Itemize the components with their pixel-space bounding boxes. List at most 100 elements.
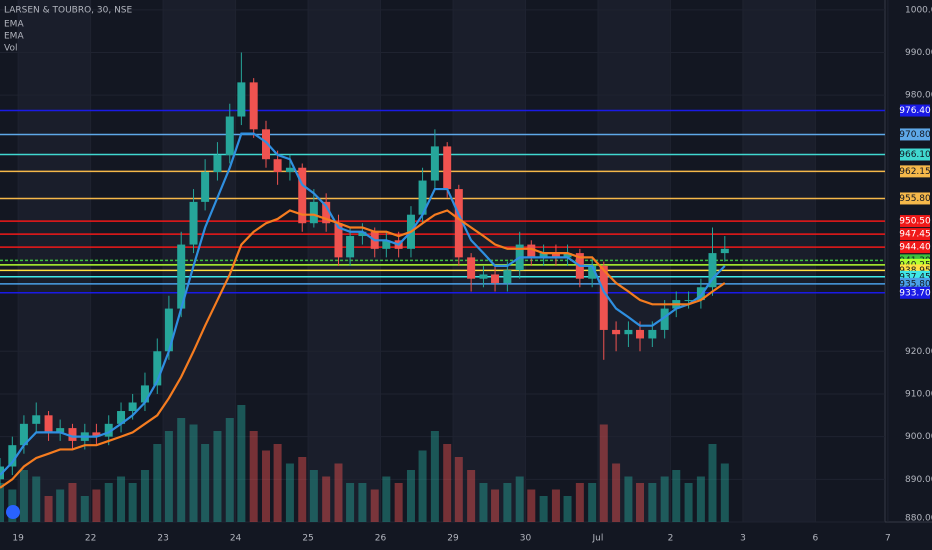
volume-bar: [225, 418, 234, 522]
x-tick-label: 29: [447, 534, 459, 544]
volume-bar: [285, 463, 294, 522]
volume-bar: [454, 457, 463, 522]
volume-bar: [249, 431, 258, 522]
volume-bar: [32, 476, 41, 522]
candle-body: [334, 223, 343, 258]
y-tick-label: 910.00: [905, 389, 932, 399]
volume-bar: [92, 489, 101, 522]
volume-bar: [128, 483, 137, 522]
volume-bar: [19, 470, 28, 522]
x-tick-label: 24: [230, 534, 242, 544]
candle-body: [273, 159, 282, 173]
volume-bar: [177, 418, 186, 522]
candle-body: [309, 201, 318, 224]
volume-bar: [68, 483, 77, 522]
candle-body: [708, 253, 717, 288]
ema-line: [0, 209, 726, 489]
volume-bar: [237, 405, 246, 522]
volume-bar: [648, 483, 657, 522]
session-band: [163, 0, 236, 522]
level-label-box: [900, 241, 930, 254]
level-label-box: [900, 128, 930, 141]
volume-bar: [56, 489, 65, 522]
volume-bar: [140, 470, 149, 522]
volume-bar: [273, 444, 282, 522]
volume-bar: [660, 476, 669, 522]
volume-bar: [624, 476, 633, 522]
y-tick-label: 1000.00: [905, 5, 932, 15]
level-label: 933.70: [899, 288, 931, 298]
x-tick-label: 6: [813, 534, 819, 544]
candle-body: [539, 253, 548, 258]
level-label: 944.40: [899, 243, 931, 253]
candle-body: [249, 82, 258, 130]
session-band: [597, 0, 671, 522]
candle-body: [225, 116, 234, 155]
volume-bar: [491, 489, 500, 522]
candle-body: [696, 287, 705, 301]
candle-body: [262, 129, 271, 160]
y-tick-label: 920.00: [905, 347, 932, 357]
ema-line: [0, 132, 726, 476]
x-tick-label: 2: [668, 534, 674, 544]
level-label: 966.10: [899, 150, 931, 160]
candle-body: [430, 146, 439, 181]
candle-body: [624, 329, 633, 335]
candle-body: [636, 329, 645, 339]
level-label-box: [900, 215, 930, 228]
candle-body: [322, 201, 331, 224]
volume-bar: [201, 444, 210, 522]
x-tick-label: 19: [12, 534, 24, 544]
volume-bar: [189, 424, 198, 522]
level-label: 935.80: [899, 279, 931, 289]
candle-body: [92, 432, 101, 437]
volume-bar: [575, 483, 584, 522]
volume-bar: [406, 470, 415, 522]
candle-body: [418, 180, 427, 215]
candle-body: [479, 274, 488, 279]
volume-bar: [262, 450, 271, 522]
candle-body: [237, 82, 246, 117]
session-band: [308, 0, 381, 522]
level-label: 947.45: [899, 230, 931, 240]
volume-bar: [636, 483, 645, 522]
candle-body: [128, 402, 137, 412]
volume-bar: [720, 463, 729, 522]
candle-body: [56, 428, 65, 433]
volume-bar: [708, 444, 717, 522]
y-tick-label: 900.00: [905, 432, 932, 442]
candle-body: [19, 423, 28, 446]
volume-bar: [346, 483, 355, 522]
candle-body: [189, 201, 198, 245]
volume-bar: [467, 470, 476, 522]
x-tick-label: Jul: [592, 534, 604, 544]
candle-body: [346, 236, 355, 258]
candle-body: [177, 244, 186, 309]
candle-body: [8, 445, 17, 467]
level-label: 937.45: [899, 272, 931, 282]
candle-body: [117, 411, 126, 424]
candle-body: [612, 329, 621, 335]
candle-body: [153, 351, 162, 386]
indicator-label: Vol: [4, 44, 17, 54]
level-label-box: [900, 228, 930, 241]
candle-body: [467, 257, 476, 279]
volume-bar: [515, 476, 524, 522]
candle-body: [32, 415, 41, 424]
indicator-label: EMA: [4, 32, 24, 42]
chart-title: LARSEN & TOUBRO, 30, NSE: [4, 6, 133, 16]
level-label-box: [900, 192, 930, 205]
candle-body: [44, 415, 53, 433]
volume-bar: [298, 457, 307, 522]
volume-bar: [479, 483, 488, 522]
volume-bar: [418, 450, 427, 522]
candle-body: [527, 244, 536, 258]
volume-bar: [443, 444, 452, 522]
level-label: 962.15: [899, 167, 931, 177]
candle-body: [720, 248, 729, 254]
volume-bar: [44, 496, 53, 522]
volume-bar: [551, 489, 560, 522]
volume-bar: [104, 483, 113, 522]
